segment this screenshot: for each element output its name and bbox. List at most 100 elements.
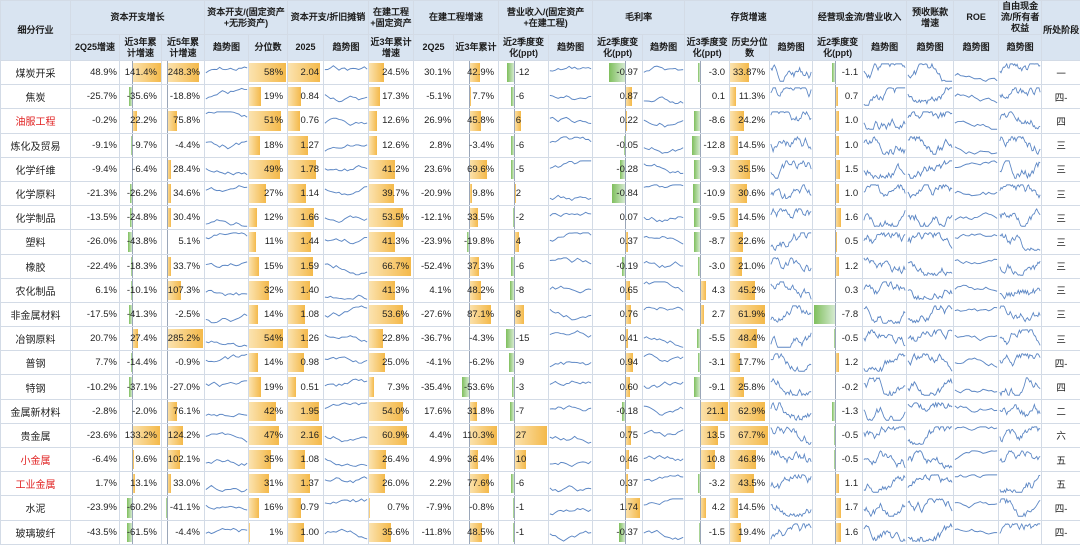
sparkline [549,530,592,542]
capex-2q25-growth: 6.1% [70,277,120,303]
sparkline-path [907,289,953,301]
sparkline-path [907,401,953,412]
cell-value: 1.0 [844,188,859,200]
capex-dep-2025: 0.98 [287,350,325,376]
data-bar [694,111,701,131]
sparkline-path [999,135,1041,155]
data-bar [730,256,742,276]
capex-3y-growth: -60.2% [119,495,162,521]
industry-name: 工业金属 [0,471,71,497]
ocf-trend [862,350,908,376]
sparkline [770,449,812,464]
cell-value: 34.6% [173,188,201,200]
data-bar [624,135,625,155]
cip-3y-cumulative: 45.8% [453,108,500,134]
sparkline [205,232,248,240]
sparkline [205,111,248,119]
roe-trend [953,253,1000,279]
sparkline [999,160,1041,180]
sparkline [324,143,368,152]
zero-line [167,375,169,399]
sparkline [324,94,368,103]
cell-value: 124.2% [167,429,201,441]
revenue-asset-change: -9 [498,350,550,376]
data-bar [249,353,258,373]
gross-margin-trend [642,205,686,231]
gross-margin-change: 0.87 [592,84,644,110]
cell-value: -19.8% [463,236,495,248]
data-bar [249,208,257,228]
capex-dep-2025: 1.37 [287,471,325,497]
gross-margin-trend [642,229,686,255]
inventory-percentile: 19.4% [729,519,771,545]
sparkline-path [549,285,592,294]
sparkline [999,62,1041,74]
sparkline-path [770,305,812,323]
sparkline-path [907,183,953,199]
cip-2q25-growth: -12.1% [413,205,455,231]
advance-receipts-trend [906,229,955,255]
zero-line [700,496,702,520]
fcf-equity-trend [998,156,1043,182]
advance-receipts-trend [906,350,955,376]
sparkline-path [770,207,812,220]
sparkline [770,332,812,348]
cell-value: 30.4% [173,212,201,224]
sparkline [999,111,1041,130]
fcf-equity-trend [998,180,1043,207]
inventory-percentile: 45.2% [729,277,771,303]
header-ocf-trend: 趋势图 [862,34,908,61]
zero-line [835,400,837,423]
sparkline [324,215,368,224]
cell-value: 1.1 [844,478,859,490]
sparkline [549,485,592,493]
cell-value: -7.8 [841,308,859,320]
inventory-trend [769,132,814,158]
data-bar [696,329,701,349]
data-bar [813,304,836,325]
capex-2q25-growth: 48.9% [70,59,120,86]
data-bar [131,353,133,373]
sparkline [954,233,998,240]
zero-line [700,303,702,326]
gross-margin-trend [642,277,686,303]
sparkline [643,96,684,105]
sparkline [954,212,998,221]
sparkline-path [205,527,248,534]
sparkline [205,412,248,417]
zero-line [700,472,702,495]
roe-trend [953,205,1000,231]
zero-line [513,424,515,447]
data-bar [730,63,749,83]
sparkline-path [205,485,248,493]
cell-value: 1.0 [844,139,859,151]
sparkline [205,431,248,443]
sparkline [770,87,812,99]
cell-value: -0.37 [616,526,639,538]
inventory-trend [769,205,814,231]
capex-dep-2025: 0.84 [287,84,325,110]
cell-value: 0.37 [619,236,639,248]
sparkline-path [770,159,812,179]
zero-line [835,351,837,374]
gross-margin-change: 0.07 [592,205,644,231]
table-row: 普钢 7.7% -14.4% -0.9% 14% 0.98 25.0% -4.1% -6.2% -… [0,350,1080,376]
zero-line [700,134,702,157]
roe-trend [953,374,1000,400]
data-bar [132,111,137,131]
inventory-change: 10.8 [684,446,731,473]
capex-ratio-percentile: 14% [248,301,289,328]
cell-value: -5 [515,163,525,175]
fcf-equity-trend [998,374,1043,400]
cip-3y-growth: 41.3% [368,229,415,255]
header-rev-trend: 趋势图 [548,34,594,61]
data-bar [462,377,470,397]
inventory-percentile: 33.87% [729,59,771,86]
cip-3y-growth: 0.7% [368,495,415,521]
capex-ratio-trend [204,205,250,231]
ocf-trend [862,446,908,473]
zero-line [167,303,169,326]
sparkline-path [324,458,368,467]
zero-line [835,230,837,253]
roe-trend [953,59,1000,86]
